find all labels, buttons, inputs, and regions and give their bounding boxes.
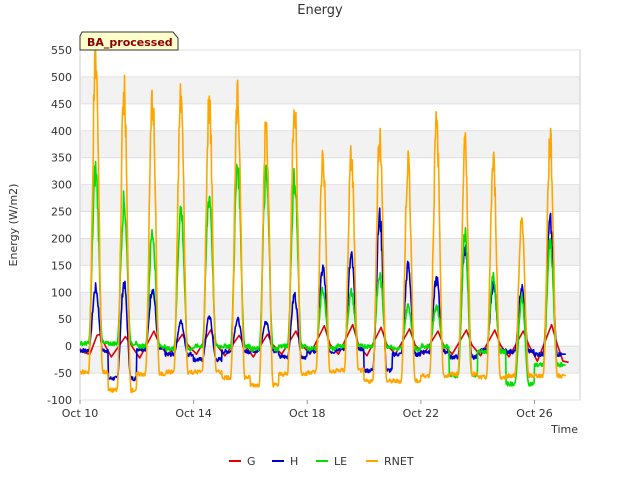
- x-tick-label: Oct 22: [403, 407, 440, 420]
- y-axis-title: Energy (W/m2): [7, 184, 20, 267]
- legend-label-rnet: RNET: [384, 455, 414, 468]
- y-tick-label: 350: [51, 152, 72, 165]
- badge-box: [79, 31, 179, 51]
- x-axis-title: Time: [550, 423, 578, 436]
- y-tick-label: 300: [51, 179, 72, 192]
- x-tick-label: Oct 14: [175, 407, 212, 420]
- y-tick-label: 100: [51, 286, 72, 299]
- badge-text: BA_processed: [87, 36, 173, 49]
- y-tick-label: -50: [54, 367, 72, 380]
- legend-label-le: LE: [334, 455, 347, 468]
- y-tick-label: 0: [65, 340, 72, 353]
- x-tick-label: Oct 26: [516, 407, 553, 420]
- x-tick-label: Oct 18: [289, 407, 326, 420]
- y-tick-label: 150: [51, 259, 72, 272]
- legend-label-h: H: [290, 455, 298, 468]
- x-tick-labels: Oct 10 Oct 14 Oct 18 Oct 22 Oct 26: [62, 400, 553, 420]
- series-lines: [79, 45, 569, 394]
- chart-title: Energy: [297, 3, 343, 18]
- badge: BA_processed: [79, 31, 179, 51]
- series-line-le: [79, 160, 566, 387]
- y-tick-label: 400: [51, 125, 72, 138]
- legend-label-g: G: [247, 455, 256, 468]
- y-tick-label: 50: [58, 313, 72, 326]
- y-tick-label: 550: [51, 44, 72, 57]
- y-tick-label: 500: [51, 71, 72, 84]
- y-tick-label: 200: [51, 232, 72, 245]
- series-line-rnet: [79, 45, 567, 394]
- x-tick-label: Oct 10: [62, 407, 99, 420]
- y-tick-label: -100: [47, 394, 72, 407]
- y-tick-label: 450: [51, 98, 72, 111]
- grid-band: [80, 76, 580, 104]
- grid-band: [80, 130, 580, 158]
- grid-band: [80, 184, 580, 212]
- legend: G H LE RNET: [229, 455, 414, 468]
- y-tick-labels: -100 -50 0 50 100 150 200 250 300 350 400 450 500 550: [47, 44, 72, 407]
- y-tick-label: 250: [51, 206, 72, 219]
